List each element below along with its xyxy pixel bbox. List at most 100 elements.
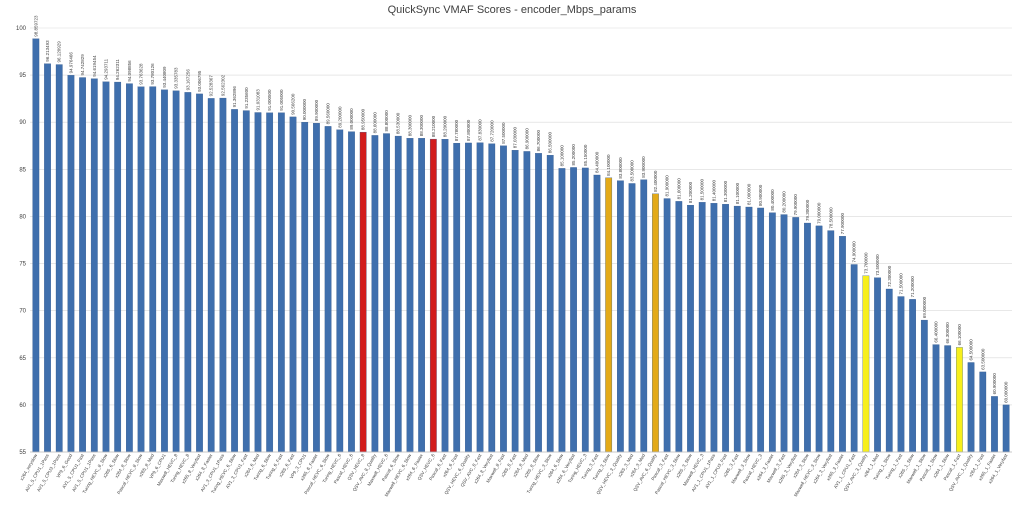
value-label: 89.900000 <box>314 99 319 121</box>
bar <box>44 63 51 453</box>
bar <box>827 230 835 453</box>
bar <box>207 98 215 453</box>
bar <box>839 236 846 453</box>
bar <box>242 110 250 453</box>
bar <box>757 207 765 453</box>
bar <box>488 143 496 453</box>
bar <box>126 83 133 453</box>
value-label: 71.500000 <box>898 273 903 295</box>
bar <box>137 86 145 453</box>
value-label: 93.440809 <box>162 66 167 88</box>
value-label: 88.600000 <box>372 112 377 134</box>
value-label: 87.030000 <box>513 126 518 148</box>
value-label: 83.800000 <box>618 157 623 179</box>
value-label: 94.619454 <box>92 55 97 77</box>
value-label: 91.005000 <box>279 89 284 111</box>
value-label: 90.566200 <box>291 93 296 115</box>
bar <box>874 277 881 453</box>
value-label: 92.562302 <box>220 74 225 96</box>
value-label: 80.400000 <box>770 189 775 211</box>
value-label: 89.560000 <box>326 103 331 125</box>
value-label: 60.000000 <box>1004 381 1009 403</box>
bar <box>768 212 776 453</box>
y-tick-label: 95 <box>19 73 26 79</box>
value-label: 81.200000 <box>688 181 693 203</box>
bar <box>605 177 613 453</box>
value-label: 71.200000 <box>910 276 915 298</box>
value-label: 93.763628 <box>139 63 144 85</box>
bar <box>79 77 86 453</box>
value-label: 96.120929 <box>57 41 62 63</box>
value-label: 91.235600 <box>244 87 249 109</box>
value-label: 87.720000 <box>489 120 494 142</box>
bar <box>418 138 426 453</box>
value-label: 79.300000 <box>805 199 810 221</box>
y-tick-label: 100 <box>16 26 27 32</box>
bar <box>149 86 157 453</box>
y-tick-label: 65 <box>19 356 26 362</box>
bar <box>32 38 40 453</box>
bar <box>277 112 285 453</box>
value-label: 91.031083 <box>255 89 260 111</box>
bar <box>406 138 414 453</box>
bar <box>710 203 718 453</box>
bar <box>114 81 122 453</box>
value-label: 87.830000 <box>478 119 483 141</box>
y-axis-ticks: 55 60 65 70 75 80 85 90 95 100 <box>16 26 27 456</box>
value-label: 81.300000 <box>723 180 728 202</box>
value-label: 93.167256 <box>185 69 190 91</box>
value-label: 87.800000 <box>466 119 471 141</box>
bar <box>593 174 601 453</box>
value-label: 84.400000 <box>594 151 599 173</box>
value-label: 98.859723 <box>33 15 38 37</box>
bar <box>617 180 624 453</box>
bar <box>780 214 788 453</box>
bar <box>336 129 344 453</box>
bar <box>628 183 636 453</box>
bar <box>535 153 542 453</box>
value-label: 96.213493 <box>45 40 50 62</box>
bar <box>885 288 893 453</box>
value-label: 66.400000 <box>934 321 939 343</box>
bar <box>652 193 659 453</box>
bar <box>663 198 671 453</box>
bar <box>465 142 472 453</box>
bar <box>979 371 987 453</box>
bar <box>932 344 940 453</box>
value-label: 81.600000 <box>676 178 681 200</box>
y-tick-label: 80 <box>19 214 26 220</box>
bar <box>394 135 402 453</box>
bar <box>745 206 753 453</box>
bar <box>991 396 998 453</box>
value-label: 82.400000 <box>653 170 658 192</box>
bar <box>196 93 203 453</box>
bar <box>897 296 905 453</box>
value-label: 83.900000 <box>641 156 646 178</box>
bar <box>348 131 355 453</box>
value-label: 93.335783 <box>174 67 179 89</box>
bar <box>909 299 916 453</box>
bar <box>722 204 729 453</box>
value-label: 91.000500 <box>267 89 272 111</box>
bar <box>792 217 800 453</box>
value-label: 78.500000 <box>828 207 833 229</box>
y-tick-label: 90 <box>19 120 26 126</box>
bar <box>570 167 577 453</box>
bar <box>184 92 192 453</box>
bar <box>944 345 952 453</box>
value-label: 87.500000 <box>501 122 506 144</box>
bar <box>441 139 449 453</box>
value-label: 72.300000 <box>887 265 892 287</box>
value-label: 88.300000 <box>407 114 412 136</box>
bar <box>313 123 320 453</box>
gridlines <box>30 27 1012 453</box>
bar <box>429 138 437 453</box>
chart-title: QuickSync VMAF Scores - encoder_Mbps_par… <box>388 4 637 16</box>
value-label: 88.210000 <box>431 115 436 137</box>
bar <box>1002 404 1010 453</box>
bar <box>640 179 648 453</box>
bar <box>733 205 741 453</box>
bar <box>90 78 98 453</box>
y-tick-label: 60 <box>19 403 26 409</box>
